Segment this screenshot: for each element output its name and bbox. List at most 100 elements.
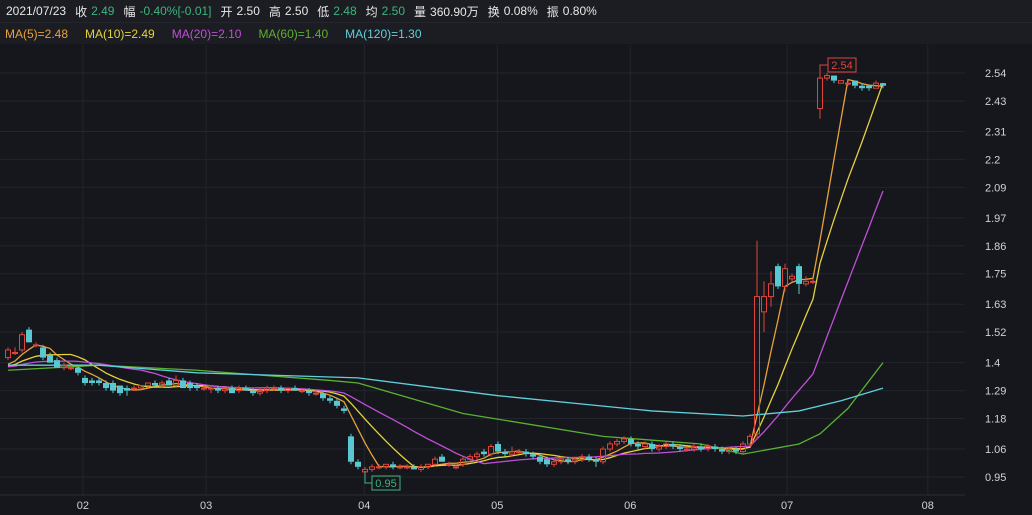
candle-down: [47, 352, 53, 363]
candle-up: [264, 385, 270, 394]
candle-down: [320, 390, 326, 401]
candle-body: [705, 446, 711, 450]
candle-body: [852, 80, 858, 86]
candle-body: [502, 451, 508, 455]
candle-down: [586, 454, 592, 462]
candle-body: [586, 456, 592, 460]
candle-down: [495, 441, 501, 455]
candle-body: [523, 451, 529, 455]
candle-down: [523, 449, 529, 457]
candle-up: [705, 443, 711, 452]
candle-body: [537, 456, 543, 462]
candle-body: [453, 466, 459, 469]
candle-body: [117, 385, 123, 394]
candle-down: [229, 385, 235, 394]
candle-body: [558, 458, 564, 463]
candle-body: [670, 443, 676, 447]
candle-body: [880, 83, 886, 86]
candle-body: [383, 463, 389, 468]
ma20-legend: MA(20)=2.10: [171, 26, 242, 41]
candle-down: [544, 456, 550, 467]
candle-body: [250, 390, 256, 394]
candle-up: [551, 459, 557, 467]
candle-up: [754, 240, 760, 439]
max-marker-leader: [819, 64, 828, 73]
candle-body: [460, 458, 466, 465]
candle-body: [299, 390, 305, 393]
candle-up: [810, 278, 816, 284]
candle-body: [768, 283, 774, 298]
candle-up: [579, 454, 585, 462]
candle-down: [565, 456, 571, 465]
candle-up: [509, 446, 515, 457]
candle-body: [138, 385, 144, 389]
candle-body: [712, 446, 718, 450]
candle-body: [481, 451, 487, 455]
candle-up: [824, 73, 830, 81]
candle-body: [327, 398, 333, 401]
volume-value: 360.90万: [430, 4, 479, 19]
candle-body: [12, 351, 18, 354]
candle-body: [355, 461, 361, 467]
candle-up: [418, 464, 424, 472]
candle-up: [761, 281, 767, 333]
candle-down: [866, 85, 872, 91]
candle-body: [796, 266, 802, 284]
candle-up: [299, 388, 305, 394]
candle-down: [243, 385, 249, 391]
candle-body: [593, 459, 599, 462]
candle-body: [271, 387, 277, 390]
candle-up: [376, 464, 382, 470]
candle-down: [635, 441, 641, 450]
candle-up: [621, 436, 627, 444]
candle-up: [516, 449, 522, 455]
candle-body: [159, 382, 165, 387]
candle-body: [68, 367, 74, 370]
x-tick-label: 08: [922, 500, 934, 512]
plot-background: [0, 45, 1032, 515]
quote-bar: 2021/07/23 收 2.49 幅 -0.40%[-0.01] 开 2.50…: [0, 0, 1032, 22]
y-tick-label: 2.2: [985, 154, 1000, 166]
candle-body: [516, 451, 522, 454]
ma-line-ma60: [7, 362, 884, 455]
candle-body: [817, 77, 823, 110]
candle-body: [257, 390, 263, 394]
candle-body: [145, 382, 151, 387]
candle-body: [201, 387, 207, 390]
candle-body: [369, 466, 375, 470]
candle-down: [215, 385, 221, 394]
y-tick-label: 1.63: [985, 299, 1006, 311]
candle-body: [47, 355, 53, 363]
candle-down: [628, 436, 634, 447]
candle-down: [82, 375, 88, 386]
candle-down: [306, 388, 312, 396]
candle-up: [663, 441, 669, 450]
candle-up: [789, 273, 795, 282]
candle-down: [166, 377, 172, 386]
ma10-legend: MA(10)=2.49: [85, 26, 155, 41]
candle-body: [488, 446, 494, 455]
candle-down: [292, 385, 298, 391]
candle-up: [747, 433, 753, 447]
candle-down: [117, 385, 123, 396]
candle-body: [740, 443, 746, 453]
low-label: 低: [317, 4, 330, 19]
candle-down: [152, 380, 158, 389]
x-tick-label: 04: [358, 500, 370, 512]
candle-up: [817, 73, 823, 119]
candle-body: [754, 296, 760, 435]
candle-down: [355, 459, 361, 470]
candle-up: [873, 80, 879, 89]
candle-body: [103, 382, 109, 389]
candle-body: [320, 393, 326, 399]
ma-line-ma10: [7, 82, 884, 468]
candle-down: [481, 449, 487, 457]
candle-body: [495, 443, 501, 452]
candle-up: [208, 385, 214, 394]
candle-down: [278, 385, 284, 394]
candle-body: [75, 367, 81, 373]
candle-body: [474, 453, 480, 458]
candle-down: [859, 83, 865, 91]
min-marker-box: [371, 475, 401, 491]
